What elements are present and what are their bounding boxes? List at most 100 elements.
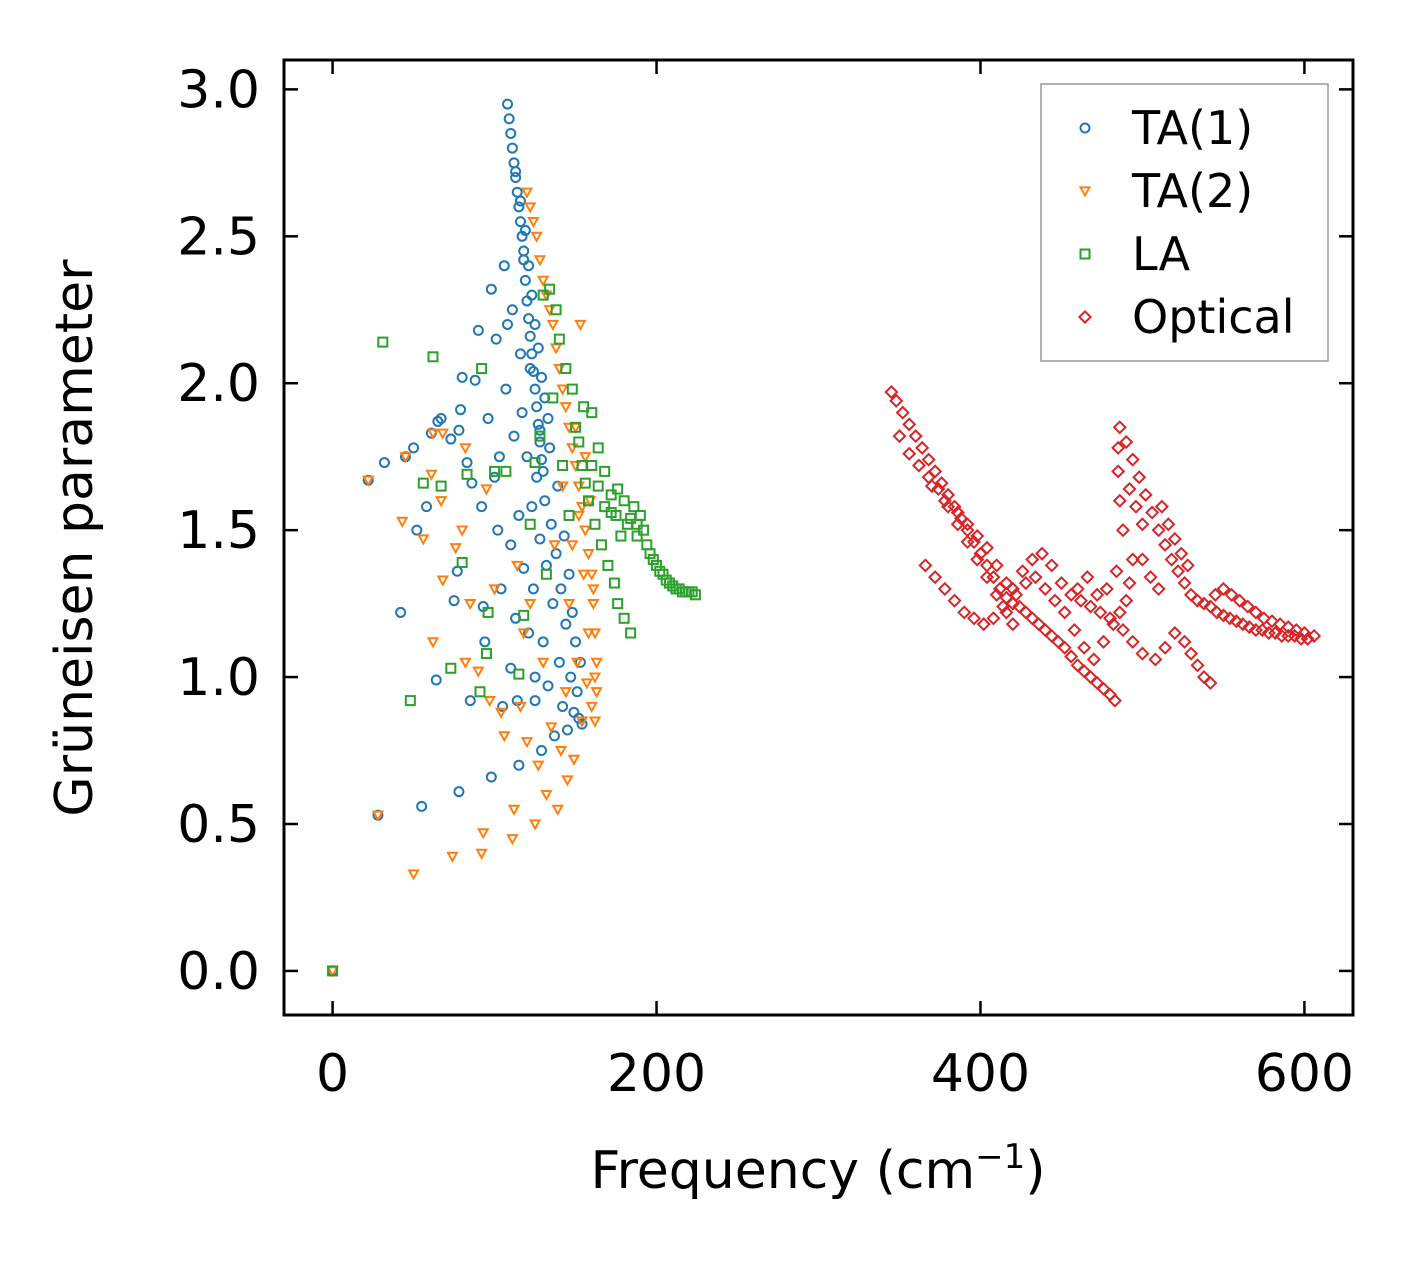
- data-point-ta-2: [517, 628, 530, 640]
- data-point-optical: [1070, 581, 1085, 596]
- data-point-optical: [1096, 634, 1111, 649]
- data-point-ta-2: [585, 569, 598, 581]
- y-tick-label: 1.0: [177, 648, 260, 708]
- data-point-la: [612, 483, 624, 495]
- data-point-ta-1: [500, 383, 512, 395]
- data-point-la: [529, 457, 541, 469]
- data-point-ta-2: [588, 672, 602, 684]
- data-point-optical: [911, 458, 926, 473]
- data-point-ta-2: [494, 707, 508, 719]
- data-point-la: [660, 574, 672, 586]
- data-point-optical: [1174, 546, 1189, 561]
- data-point-ta-1: [570, 636, 582, 648]
- data-point-optical: [1143, 570, 1158, 585]
- data-point-la: [605, 507, 617, 519]
- y-tick-label: 3.0: [177, 60, 260, 120]
- data-point-optical: [931, 481, 946, 497]
- data-point-optical: [1164, 552, 1179, 567]
- data-point-optical: [947, 593, 962, 608]
- data-point-ta-1: [534, 424, 546, 436]
- data-point-ta-1: [510, 166, 522, 178]
- data-point-ta-1: [550, 548, 562, 560]
- legend-entry-optical: Optical: [1077, 290, 1294, 344]
- data-point-la: [480, 648, 492, 660]
- data-point-ta-1: [519, 224, 531, 236]
- data-point-la: [563, 509, 575, 521]
- data-point-optical: [1177, 576, 1192, 591]
- data-point-ta-1: [505, 662, 517, 674]
- data-point-ta-1: [492, 524, 504, 536]
- legend: TA(1) TA(2) LA Optical: [1040, 83, 1329, 362]
- data-point-la: [500, 465, 512, 477]
- x-tick-label: 0: [316, 1044, 349, 1104]
- data-point-optical: [1256, 611, 1271, 626]
- data-point-ta-1: [497, 700, 509, 712]
- data-point-ta-1: [555, 583, 567, 595]
- data-point-ta-1: [489, 471, 501, 483]
- data-point-optical: [1080, 570, 1095, 585]
- data-point-optical: [937, 493, 952, 508]
- data-point-ta-1: [536, 371, 548, 383]
- data-point-ta-2: [407, 869, 420, 881]
- data-point-ta-1: [516, 407, 528, 419]
- data-point-ta-1: [430, 674, 442, 686]
- data-point-ta-1: [514, 195, 526, 207]
- data-point-optical: [937, 581, 952, 596]
- data-point-la: [435, 480, 447, 492]
- data-point-la: [625, 627, 637, 639]
- data-point-ta-2: [559, 402, 573, 414]
- data-point-la: [586, 407, 598, 419]
- data-point-la: [651, 559, 663, 571]
- data-point-la: [445, 662, 457, 674]
- data-point-optical: [1216, 581, 1231, 596]
- data-point-optical: [921, 452, 936, 467]
- data-point-optical: [979, 570, 994, 585]
- data-point-la: [404, 695, 416, 707]
- data-point-optical: [1222, 611, 1237, 626]
- data-point-ta-1: [523, 313, 535, 325]
- data-point-optical: [1112, 605, 1127, 620]
- legend-label-optical: Optical: [1132, 290, 1294, 344]
- data-point-optical: [996, 599, 1011, 614]
- data-point-optical: [1057, 640, 1072, 655]
- data-point-ta-1: [508, 430, 520, 442]
- data-point-la: [631, 530, 643, 542]
- data-point-ta-2: [520, 737, 534, 749]
- data-point-ta-2: [588, 628, 602, 640]
- data-point-optical: [1177, 634, 1192, 649]
- data-point-ta-1: [524, 363, 536, 375]
- data-point-ta-2: [498, 731, 511, 743]
- data-point-optical: [1289, 623, 1304, 638]
- data-point-ta-1: [531, 471, 543, 483]
- data-point-ta-2: [472, 666, 485, 678]
- data-point-optical: [1028, 570, 1043, 585]
- data-point-optical: [1171, 564, 1186, 579]
- legend-marker-optical: [1077, 309, 1093, 325]
- data-point-ta-1: [498, 260, 510, 272]
- data-point-optical: [1151, 523, 1166, 538]
- data-point-optical: [989, 558, 1004, 573]
- data-point-la: [602, 559, 614, 571]
- data-point-optical: [1232, 593, 1247, 608]
- data-point-ta-2: [475, 848, 488, 860]
- data-point-la: [560, 363, 572, 375]
- data-point-optical: [1145, 505, 1160, 520]
- data-point-optical: [1009, 587, 1024, 602]
- data-point-ta-2: [455, 525, 469, 537]
- data-point-optical: [902, 417, 917, 432]
- data-point-ta-2: [532, 760, 545, 772]
- legend-label-la: LA: [1132, 227, 1191, 281]
- data-point-la: [599, 465, 611, 477]
- data-point-ta-2: [477, 828, 490, 840]
- legend-entry-ta-2: TA(2): [1078, 164, 1253, 218]
- data-point-optical: [1132, 470, 1147, 485]
- data-point-optical: [1086, 652, 1101, 667]
- data-point-optical: [1073, 593, 1088, 608]
- data-point-ta-1: [505, 127, 517, 139]
- data-point-la: [427, 351, 439, 363]
- data-point-ta-2: [580, 678, 594, 690]
- data-point-optical: [1125, 634, 1140, 649]
- data-point-optical: [1005, 617, 1020, 632]
- data-point-la: [544, 283, 556, 295]
- data-point-la: [638, 524, 650, 536]
